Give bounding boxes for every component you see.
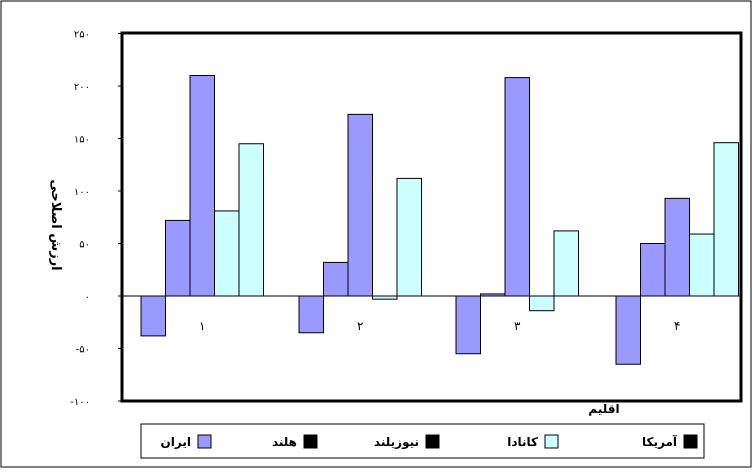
y-tick-label: ۱۰۰ [74,187,90,198]
legend-label: هلند [272,435,297,449]
bar [504,77,530,297]
legend-label: نیوزیلند [374,435,419,450]
legend-label: ایران [161,435,191,449]
legend-swatch [683,434,698,449]
bar [347,113,373,297]
bar [529,295,555,312]
legend-entries: ایران هلند نیوزیلند کانادا آمریکا [161,434,698,450]
bar [298,295,324,334]
y-tick-label: -۵۰ [76,345,90,356]
legend-label: کانادا [507,435,538,449]
bars-layer [140,75,739,365]
bar [323,261,349,297]
bar [455,295,481,355]
legend-swatch [544,434,559,449]
bar [214,210,240,297]
y-tick-label: ۲۰۰ [74,82,90,93]
bar [189,75,215,297]
category-label: ۲ [357,319,363,333]
bar [238,143,264,297]
bar [615,295,641,365]
bar [140,295,166,337]
legend [140,423,705,459]
legend-swatch [303,434,318,449]
y-tick-label: -۱۰۰ [70,397,90,408]
bar [553,230,579,297]
y-axis-ticks: ۲۵۰ ۲۰۰ ۱۵۰ ۱۰۰ ۵۰ ۰ -۵۰ -۱۰۰ [70,30,122,408]
legend-swatch [197,434,212,449]
legend-swatch [425,434,440,449]
category-label: ۴ [674,319,680,333]
legend-label: آمریکا [642,434,678,449]
y-tick-label: ۲۵۰ [74,30,90,41]
category-label: ۱ [199,319,205,333]
x-axis-title: اقلیم [588,402,619,416]
bar [165,219,191,297]
y-tick-label: ۰ [85,292,90,303]
bar [689,233,715,297]
category-label: ۳ [514,319,521,333]
bar [664,197,690,297]
plot-area-border [120,31,743,403]
y-tick-label: ۱۵۰ [74,135,90,146]
category-labels: ۱ ۲ ۳ ۴ [199,319,680,333]
y-axis-title: ارزش اصلاحی [48,179,63,270]
bar [396,177,422,297]
bar [640,243,666,297]
y-tick-label: ۵۰ [79,240,90,251]
bar [713,142,739,297]
